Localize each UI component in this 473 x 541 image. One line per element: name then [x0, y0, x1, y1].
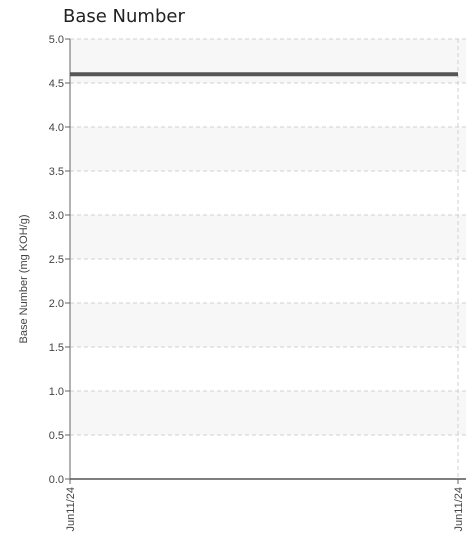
y-tick-label: 1.0 [49, 386, 64, 398]
x-tick-label: Jun11/24 [453, 487, 465, 531]
y-tick-label: 3.5 [49, 166, 64, 178]
y-tick-label: 2.0 [49, 298, 64, 310]
background-band [70, 391, 466, 435]
background-band [70, 303, 466, 347]
x-tick-labels: Jun11/24 Jun11/24 [65, 487, 465, 531]
y-axis-label: Base Number (mg KOH/g) [18, 215, 30, 344]
y-tick-label: 3.0 [49, 210, 64, 222]
background-band [70, 39, 466, 83]
background-band [70, 215, 466, 259]
y-tick-label: 4.0 [49, 122, 64, 134]
axes [65, 38, 466, 484]
y-tick-labels: 0.0 0.5 1.0 1.5 2.0 2.5 3.0 3.5 4.0 4.5 5.0 [49, 34, 64, 486]
y-tick-label: 0.5 [49, 430, 64, 442]
y-tick-label: 4.5 [49, 78, 64, 90]
background-bands [70, 39, 466, 435]
x-tick-label: Jun11/24 [65, 487, 77, 531]
chart-title: Base Number [63, 6, 185, 27]
y-tick-label: 0.0 [49, 474, 64, 486]
background-band [70, 127, 466, 171]
y-tick-label: 1.5 [49, 342, 64, 354]
y-tick-label: 2.5 [49, 254, 64, 266]
y-tick-label: 5.0 [49, 34, 64, 46]
